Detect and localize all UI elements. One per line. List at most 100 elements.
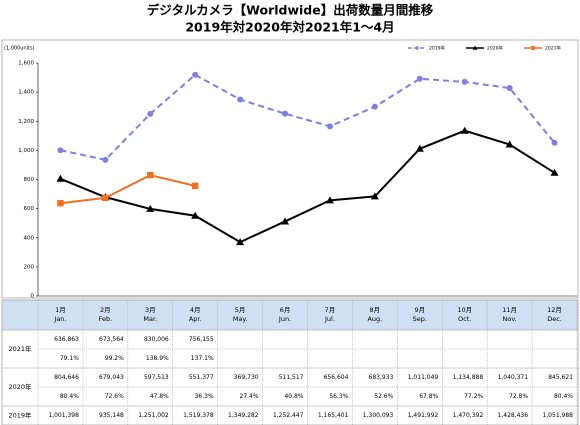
column-header: 10月 [457,306,472,314]
table-cell: 679,043 [99,374,124,381]
y-tick-label: 1,200 [18,119,34,125]
table-cell: 52.6% [374,393,393,400]
table-cell: 99.2% [105,355,124,362]
point [460,126,469,134]
series-line [60,73,556,161]
row-label: 2021年 [8,344,32,353]
y-tick-label: 600 [24,206,35,212]
column-header: Oct. [458,315,471,323]
point [461,78,468,85]
column-header: Nov. [503,315,517,323]
column-header: Sep. [413,315,427,323]
point [505,140,514,148]
table-cell: 369,730 [234,374,259,381]
point [551,139,558,146]
chart-frame [1,39,579,299]
point [550,168,559,176]
column-header: 6月 [280,306,291,314]
point [370,192,379,200]
table-cell: 27.4% [240,393,259,400]
point [147,110,154,117]
point [325,196,334,204]
column-header: 12月 [547,306,562,314]
table-cell: 80.4% [60,393,79,400]
chart-subtitle: 2019年対2020年対2021年1～4月 [185,20,394,35]
table-cell: 72.8% [509,393,528,400]
table-cell: 1,051,988 [542,412,573,419]
table-cell: 1,134,888 [453,374,484,381]
table-cell: 511,517 [279,374,304,381]
column-header: 5月 [235,306,246,314]
point [191,211,200,219]
point [56,174,65,182]
y-axis-label: (1,000units) [4,46,35,52]
table-cell: 1,001,398 [48,412,79,419]
point [192,71,199,78]
table-cell: 80.4% [554,393,573,400]
column-header: 7月 [325,306,336,314]
table-cell: 636,863 [54,336,79,343]
column-header: 8月 [370,306,381,314]
point [326,123,333,130]
point [281,217,290,225]
table-cell: 1,165,401 [318,412,349,419]
table-cell: 1,011,049 [408,374,439,381]
legend-label: 2021年 [545,45,561,52]
point [57,200,64,207]
column-header: Dec. [547,315,562,323]
y-tick-label: 1,400 [18,90,34,96]
y-tick-label: 0 [31,294,35,300]
table-cell: 47.8% [150,393,169,400]
column-header: Jan. [53,315,66,323]
table-cell: 72.6% [105,393,124,400]
column-header: Mar. [143,315,157,323]
column-header: 2月 [100,306,111,314]
column-header: May. [233,315,248,323]
point [192,182,199,190]
table-cell: 36.3% [195,393,214,400]
table-cell: 935,148 [99,412,124,419]
series-line [60,129,556,244]
table-cell: 1,252,447 [273,412,304,419]
legend-marker [472,45,478,50]
point [416,75,423,82]
y-tick-label: 1,600 [18,61,34,67]
table-frame [1,299,579,425]
legend-marker [531,46,535,50]
y-tick-label: 400 [24,235,35,241]
table-cell: 656,604 [324,374,349,381]
table-header-bg [2,300,578,330]
series-line [60,174,196,205]
point [102,194,109,202]
table-cell: 138.9% [146,355,169,362]
y-tick-label: 800 [24,177,35,183]
table-cell: 137.1% [191,355,214,362]
column-header: Jun. [278,315,291,323]
table-cell: 551,377 [189,374,214,381]
row-label: 2019年 [8,411,32,420]
table-cell: 1,470,392 [453,412,484,419]
point [371,103,378,110]
column-header: Jul. [324,315,335,323]
table-cell: 56.3% [329,393,348,400]
table-cell: 67.8% [419,393,438,400]
table-cell: 1,519,378 [183,412,214,419]
table-cell: 1,251,002 [138,412,169,419]
point [506,85,513,92]
legend-label: 2020年 [487,45,503,52]
point [237,96,244,103]
point [146,204,155,212]
column-header: 1月 [55,306,66,314]
table-cell: 1,491,992 [408,412,439,419]
column-header: 3月 [145,306,156,314]
legend-marker [415,46,419,50]
table-cell: 673,564 [99,336,124,343]
table-cell: 597,513 [144,374,169,381]
table-cell: 1,040,371 [498,374,529,381]
table-cell: 756,155 [189,336,214,343]
table-cell: 1,428,436 [498,412,529,419]
point [102,156,109,163]
point [415,144,424,152]
column-header: 11月 [502,306,517,314]
